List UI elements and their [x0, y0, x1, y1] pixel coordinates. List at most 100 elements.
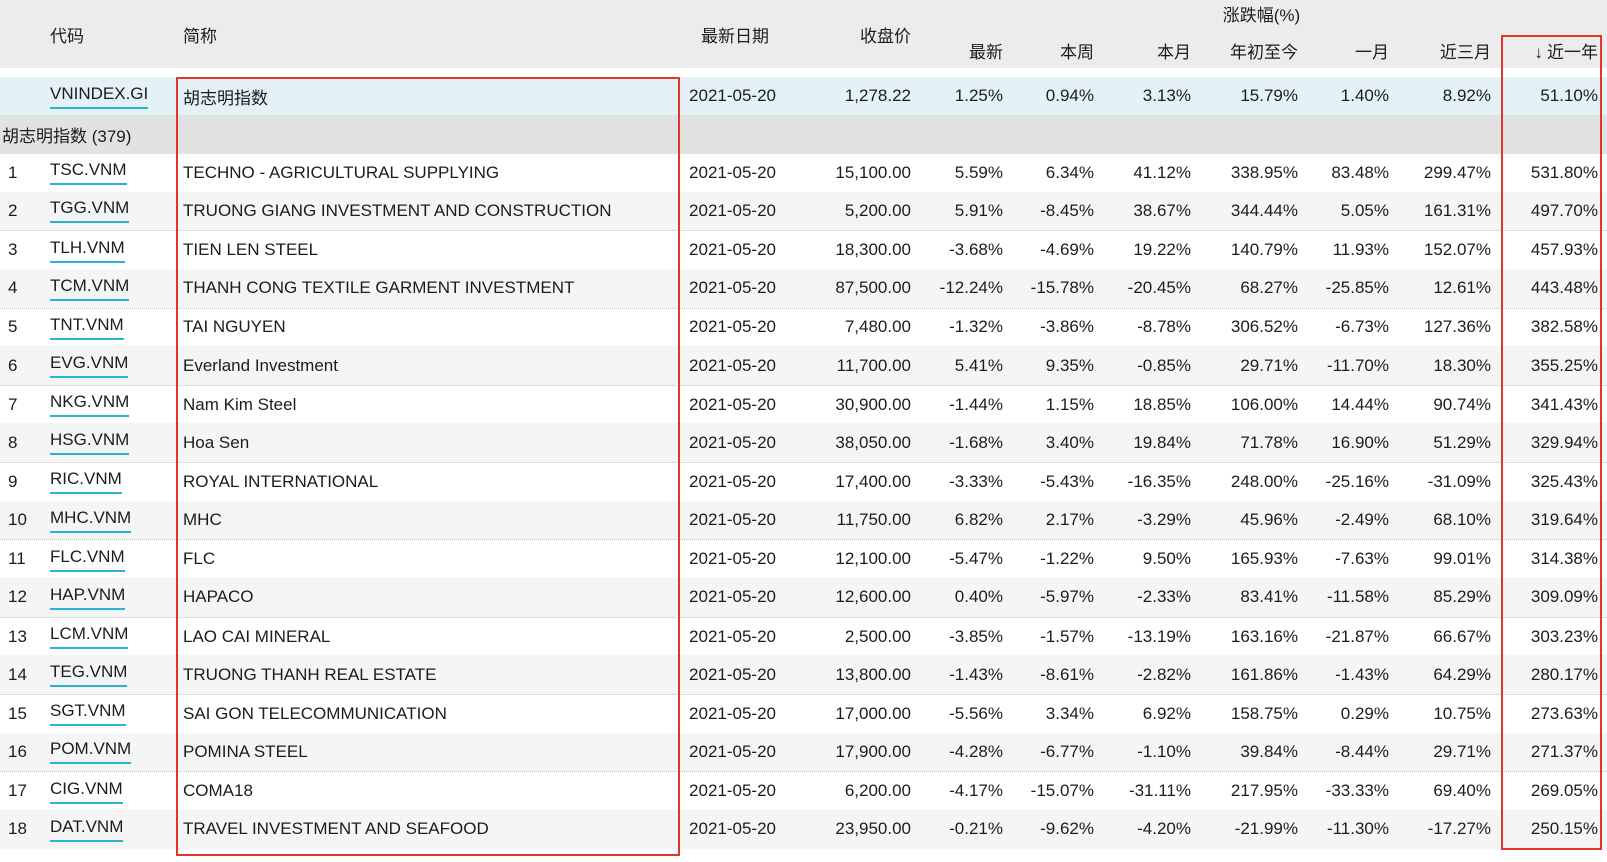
- table-row[interactable]: 14 TEG.VNM TRUONG THANH REAL ESTATE 2021…: [0, 655, 1607, 694]
- col-header-this-week[interactable]: 本周: [1060, 43, 1094, 62]
- pct-ytd: 29.71%: [1240, 355, 1298, 375]
- pct-this-month: 9.50%: [1142, 549, 1191, 569]
- stock-code-link[interactable]: LCM.VNM: [50, 624, 129, 649]
- pct-this-week: -6.77%: [1040, 741, 1094, 761]
- col-header-latest[interactable]: 最新: [969, 43, 1003, 62]
- row-number: 5: [8, 317, 18, 337]
- close-price: 13,800.00: [835, 664, 911, 684]
- pct-one-month: 5.05%: [1340, 200, 1389, 220]
- latest-date: 2021-05-20: [689, 781, 776, 801]
- stock-code-link[interactable]: TNT.VNM: [50, 315, 124, 340]
- col-header-this-month[interactable]: 本月: [1157, 43, 1191, 62]
- index-pct-one-year: 51.10%: [1540, 86, 1598, 105]
- table-row[interactable]: 16 POM.VNM POMINA STEEL 2021-05-20 17,90…: [0, 732, 1607, 772]
- stock-code-link[interactable]: EVG.VNM: [50, 353, 129, 379]
- table-row[interactable]: 2 TGG.VNM TRUONG GIANG INVESTMENT AND CO…: [0, 191, 1607, 231]
- stock-name: Hoa Sen: [183, 432, 250, 452]
- pct-this-week: -1.57%: [1040, 626, 1094, 646]
- table-row[interactable]: 18 DAT.VNM TRAVEL INVESTMENT AND SEAFOOD…: [0, 809, 1607, 849]
- pct-one-month: -2.49%: [1335, 510, 1389, 530]
- stock-code-link[interactable]: CIG.VNM: [50, 779, 123, 804]
- stock-name: FLC: [183, 549, 216, 569]
- pct-three-month: 29.71%: [1433, 741, 1491, 761]
- stock-code-link[interactable]: RIC.VNM: [50, 469, 122, 495]
- stock-code-link[interactable]: FLC.VNM: [50, 547, 125, 572]
- index-pct-one-month: 1.40%: [1340, 86, 1389, 105]
- table-row[interactable]: 6 EVG.VNM Everland Investment 2021-05-20…: [0, 346, 1607, 385]
- stock-code-link[interactable]: TGG.VNM: [50, 198, 130, 224]
- pct-latest: 5.41%: [954, 355, 1003, 375]
- pct-this-month: 41.12%: [1133, 162, 1191, 182]
- section-group-label: 胡志明指数 (379): [2, 126, 132, 146]
- pct-this-week: -5.97%: [1040, 587, 1094, 607]
- pct-three-month: 152.07%: [1423, 240, 1491, 260]
- table-row[interactable]: 5 TNT.VNM TAI NGUYEN 2021-05-20 7,480.00…: [0, 307, 1607, 347]
- table-row[interactable]: 17 CIG.VNM COMA18 2021-05-20 6,200.00 -4…: [0, 771, 1607, 810]
- latest-date: 2021-05-20: [689, 317, 776, 337]
- stock-code-link[interactable]: TCM.VNM: [50, 276, 130, 301]
- close-price: 11,700.00: [836, 355, 911, 375]
- table-row[interactable]: 11 FLC.VNM FLC 2021-05-20 12,100.00 -5.4…: [0, 539, 1607, 578]
- index-date: 2021-05-20: [689, 86, 776, 105]
- table-row[interactable]: 10 MHC.VNM MHC 2021-05-20 11,750.00 6.82…: [0, 500, 1607, 540]
- pct-latest: -4.28%: [949, 741, 1003, 761]
- pct-latest: -1.68%: [949, 432, 1003, 452]
- pct-three-month: 66.67%: [1433, 626, 1491, 646]
- pct-three-month: -31.09%: [1427, 471, 1491, 491]
- latest-date: 2021-05-20: [689, 664, 776, 684]
- pct-this-month: 19.22%: [1133, 240, 1191, 260]
- latest-date: 2021-05-20: [689, 819, 776, 839]
- pct-this-week: -1.22%: [1040, 549, 1094, 569]
- pct-three-month: 127.36%: [1423, 317, 1491, 337]
- col-header-name[interactable]: 简称: [183, 26, 217, 46]
- pct-this-month: -13.19%: [1127, 626, 1191, 646]
- pct-this-month: -0.85%: [1137, 355, 1191, 375]
- pct-one-year: 303.23%: [1530, 626, 1598, 646]
- table-header: 涨跌幅(%) 代码 简称 最新日期 收盘价 最新 本周 本月 年初至今 一月 近…: [0, 0, 1607, 68]
- index-summary-row[interactable]: VNINDEX.GI 胡志明指数 2021-05-20 1,278.22 1.2…: [0, 77, 1607, 115]
- pct-three-month: 85.29%: [1433, 587, 1491, 607]
- stock-code-link[interactable]: MHC.VNM: [50, 508, 132, 533]
- pct-one-month: -6.73%: [1335, 317, 1389, 337]
- pct-one-year: 443.48%: [1530, 278, 1598, 298]
- col-header-ytd[interactable]: 年初至今: [1230, 43, 1298, 62]
- table-row[interactable]: 7 NKG.VNM Nam Kim Steel 2021-05-20 30,90…: [0, 384, 1607, 424]
- table-row[interactable]: 13 LCM.VNM LAO CAI MINERAL 2021-05-20 2,…: [0, 616, 1607, 656]
- latest-date: 2021-05-20: [689, 587, 776, 607]
- col-header-close[interactable]: 收盘价: [860, 26, 911, 46]
- stock-code-link[interactable]: HSG.VNM: [50, 430, 130, 456]
- stock-code-link[interactable]: DAT.VNM: [50, 817, 124, 842]
- pct-this-week: -9.62%: [1040, 819, 1094, 839]
- table-row[interactable]: 1 TSC.VNM TECHNO - AGRICULTURAL SUPPLYIN…: [0, 153, 1607, 192]
- pct-one-month: -11.70%: [1326, 355, 1389, 375]
- stock-code-link[interactable]: TSC.VNM: [50, 160, 127, 186]
- stock-code-link[interactable]: SGT.VNM: [50, 701, 126, 727]
- table-row[interactable]: 3 TLH.VNM TIEN LEN STEEL 2021-05-20 18,3…: [0, 230, 1607, 269]
- stock-code-link[interactable]: TEG.VNM: [50, 662, 128, 688]
- close-price: 17,400.00: [835, 471, 911, 491]
- row-number: 18: [8, 819, 27, 839]
- stock-name: COMA18: [183, 781, 253, 801]
- section-group-row[interactable]: 胡志明指数 (379): [0, 115, 1607, 153]
- index-code-link[interactable]: VNINDEX.GI: [50, 84, 149, 109]
- table-row[interactable]: 9 RIC.VNM ROYAL INTERNATIONAL 2021-05-20…: [0, 462, 1607, 501]
- table-row[interactable]: 4 TCM.VNM THANH CONG TEXTILE GARMENT INV…: [0, 268, 1607, 308]
- pct-ytd: 39.84%: [1240, 741, 1298, 761]
- col-header-three-month[interactable]: 近三月: [1440, 43, 1491, 62]
- sort-desc-arrow-icon: ↓: [1534, 43, 1544, 62]
- table-row[interactable]: 8 HSG.VNM Hoa Sen 2021-05-20 38,050.00 -…: [0, 423, 1607, 463]
- pct-ytd: 163.16%: [1230, 626, 1298, 646]
- col-header-one-year[interactable]: ↓ 近一年: [1496, 38, 1607, 68]
- stock-code-link[interactable]: HAP.VNM: [50, 585, 126, 610]
- col-header-date[interactable]: 最新日期: [701, 26, 769, 46]
- col-header-one-month[interactable]: 一月: [1355, 43, 1389, 62]
- stock-code-link[interactable]: TLH.VNM: [50, 238, 125, 263]
- col-header-code[interactable]: 代码: [50, 26, 84, 46]
- stock-code-link[interactable]: POM.VNM: [50, 739, 132, 765]
- table-row[interactable]: 15 SGT.VNM SAI GON TELECOMMUNICATION 202…: [0, 693, 1607, 733]
- stock-name: TIEN LEN STEEL: [183, 240, 319, 260]
- stock-code-link[interactable]: NKG.VNM: [50, 392, 130, 418]
- pct-latest: -5.56%: [949, 703, 1003, 723]
- table-row[interactable]: 12 HAP.VNM HAPACO 2021-05-20 12,600.00 0…: [0, 578, 1607, 617]
- pct-this-week: -5.43%: [1040, 471, 1094, 491]
